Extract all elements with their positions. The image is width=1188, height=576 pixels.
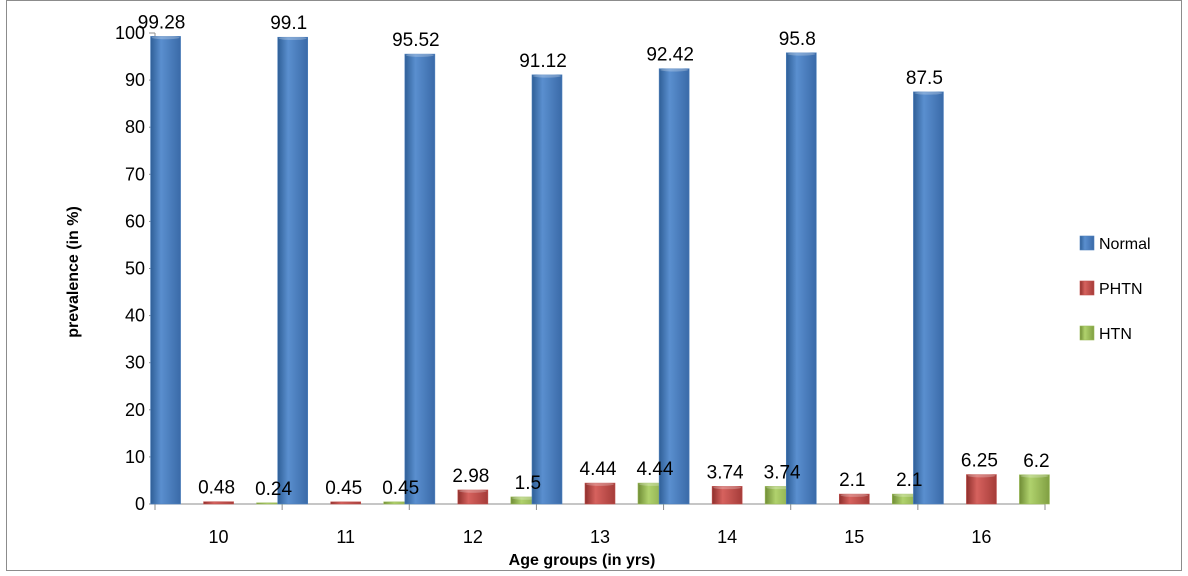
bar-normal-13 <box>531 74 563 505</box>
bar-phtn-16 <box>966 474 997 505</box>
bar-normal-14 <box>658 68 690 505</box>
data-label-htn-13: 4.44 <box>637 459 674 480</box>
bar-normal-16 <box>913 91 944 505</box>
data-label-normal-16: 87.5 <box>906 68 943 89</box>
data-label-phtn-12: 2.98 <box>452 466 489 487</box>
bar-phtn-15 <box>838 493 870 505</box>
x-tick-label: 11 <box>336 527 355 547</box>
y-tick-label: 70 <box>125 164 145 184</box>
data-label-phtn-15: 2.1 <box>839 470 865 491</box>
data-label-phtn-14: 3.74 <box>707 462 744 483</box>
data-label-phtn-16: 6.25 <box>961 451 998 472</box>
axes: 0 10 20 30 40 50 60 70 80 90 100 10 11 12 13 14 15 16 <box>115 23 1046 547</box>
x-tick-label: 10 <box>209 527 229 547</box>
bar-phtn-14 <box>711 486 743 505</box>
legend-swatch-phtn <box>1079 280 1095 296</box>
bar-highlight <box>787 52 816 56</box>
bar-normal-12 <box>404 53 436 505</box>
y-tick-label: 60 <box>125 211 145 231</box>
legend-swatch-normal <box>1079 235 1095 251</box>
data-label-phtn-13: 4.44 <box>580 459 617 480</box>
x-tick-label: 14 <box>717 527 737 547</box>
bars <box>150 35 1050 505</box>
y-tick-label: 50 <box>125 259 145 279</box>
bar-normal-15 <box>785 52 817 505</box>
y-tick-label: 30 <box>125 353 145 373</box>
bar-highlight <box>840 493 869 497</box>
bar-htn-16 <box>1019 474 1050 505</box>
bar-highlight <box>278 36 307 41</box>
legend-label-normal: Normal <box>1099 236 1151 253</box>
data-label-normal-11: 99.1 <box>270 13 307 34</box>
bar-highlight <box>660 68 689 72</box>
bar-phtn-11 <box>330 501 362 505</box>
x-tick-label: 13 <box>590 527 610 547</box>
data-label-normal-15: 95.8 <box>779 29 816 50</box>
data-label-phtn-11: 0.45 <box>325 478 362 499</box>
x-tick-label: 16 <box>971 527 991 547</box>
bar-phtn-13 <box>584 482 616 505</box>
legend-swatch-htn <box>1079 325 1095 341</box>
data-label-htn-14: 3.74 <box>764 462 801 483</box>
data-label-htn-15: 2.1 <box>896 470 922 491</box>
y-tick-label: 40 <box>125 306 145 326</box>
bar-highlight <box>533 74 561 78</box>
bar-highlight <box>586 482 614 486</box>
legend-label-htn: HTN <box>1099 326 1132 343</box>
y-tick-label: 90 <box>125 70 145 90</box>
legend: Normal PHTN HTN <box>1079 235 1151 343</box>
data-label-htn-12: 1.5 <box>515 473 541 494</box>
x-tick-label: 12 <box>463 527 483 547</box>
y-axis-title: prevalence (in %) <box>65 206 82 338</box>
data-label-htn-11: 0.45 <box>382 478 419 499</box>
bar-phtn-12 <box>457 489 489 505</box>
data-label-normal-10: 99.28 <box>138 12 186 33</box>
bar-highlight <box>151 35 180 40</box>
data-label-phtn-10: 0.48 <box>198 478 235 499</box>
y-tick-label: 10 <box>125 447 145 467</box>
data-label-normal-12: 95.52 <box>392 30 440 51</box>
data-label-normal-14: 92.42 <box>646 45 694 66</box>
data-label-htn-10: 0.24 <box>255 479 292 500</box>
x-axis-title: Age groups (in yrs) <box>509 552 656 569</box>
bar-highlight <box>1020 474 1049 478</box>
y-tick-label: 100 <box>115 23 145 43</box>
y-tick-label: 20 <box>125 400 145 420</box>
legend-label-phtn: PHTN <box>1099 281 1143 298</box>
y-tick-label: 80 <box>125 117 145 137</box>
data-labels: 99.28 0.48 0.24 99.1 0.45 0.45 95.52 2.98 1.5 91.… <box>138 12 1050 499</box>
bar-highlight <box>713 485 742 490</box>
bar-highlight <box>405 53 434 57</box>
bar-normal-10 <box>150 36 181 505</box>
y-tick-label: 0 <box>135 494 145 514</box>
bar-phtn-10 <box>203 501 234 505</box>
bar-highlight <box>458 489 487 493</box>
data-label-normal-13: 91.12 <box>519 51 567 72</box>
bar-normal-11 <box>277 36 309 505</box>
bar-highlight <box>967 474 996 478</box>
data-label-htn-16: 6.2 <box>1023 451 1049 472</box>
x-tick-label: 15 <box>844 527 864 547</box>
bar-highlight <box>914 91 943 95</box>
